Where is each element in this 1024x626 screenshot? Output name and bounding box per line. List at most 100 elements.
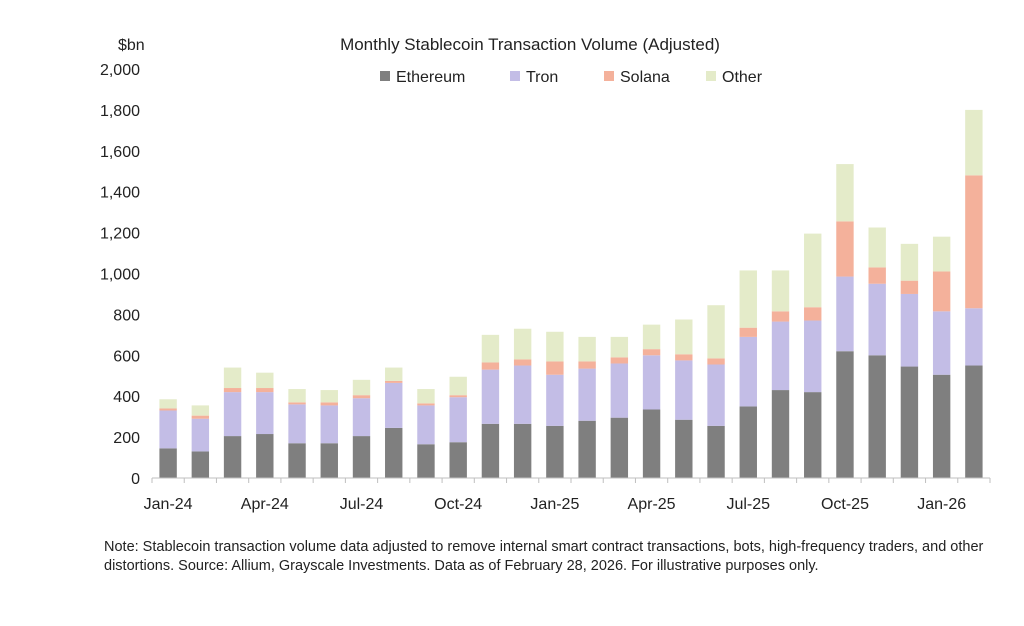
bar-segment-solana-jan-26 [932,271,951,312]
bar-segment-ethereum-nov-25 [868,355,886,478]
bar-segment-tron-jan-26 [932,311,951,375]
bar-segment-solana-may-25 [675,354,693,361]
bar-segment-solana-may-24 [288,402,306,405]
bar-segment-solana-aug-24 [385,380,403,383]
bar-segment-solana-nov-24 [481,362,500,370]
x-tick-label: Jul-24 [340,496,384,513]
bar-segment-tron-jan-24 [159,410,177,449]
bar-segment-ethereum-oct-24 [449,442,467,478]
bar-segment-solana-feb-25 [578,361,596,369]
legend-swatch-tron [510,71,520,81]
bars [159,109,983,478]
bar-segment-solana-jun-24 [320,402,338,406]
y-tick-label: 1,600 [100,144,140,161]
bar-segment-other-nov-25 [868,227,886,268]
bar-segment-ethereum-jun-24 [320,443,338,478]
y-tick-label: 2,000 [100,62,140,79]
bar-segment-other-aug-25 [771,270,790,312]
bar-segment-tron-jan-25 [546,374,564,426]
y-tick-label: 200 [113,430,140,447]
bar-segment-solana-feb-24 [191,415,210,419]
y-axis-unit-label: $bn [118,37,145,54]
bar-segment-other-mar-24 [223,367,242,389]
bar-segment-other-apr-24 [256,372,274,389]
bar-segment-other-nov-24 [481,334,500,363]
bar-segment-tron-oct-25 [836,276,854,352]
bar-segment-tron-aug-25 [771,321,790,391]
bar-segment-tron-jun-25 [707,364,725,426]
bar-segment-ethereum-aug-24 [385,427,403,478]
bar-segment-solana-aug-25 [771,311,790,322]
bar-segment-solana-jul-24 [352,395,371,399]
bar-segment-tron-may-24 [288,404,306,444]
bar-segment-other-feb-25 [578,336,596,362]
bar-segment-other-jul-24 [352,379,371,396]
bar-segment-other-jul-25 [739,270,757,328]
bar-segment-ethereum-apr-25 [642,409,661,478]
bar-segment-other-jan-25 [546,331,564,362]
bar-segment-solana-jul-25 [739,327,757,337]
bar-segment-other-oct-24 [449,376,467,396]
bar-segment-ethereum-mar-25 [610,417,629,478]
bar-segment-tron-aug-24 [385,382,403,428]
x-axis: Jan-24 Apr-24 Jul-24 Oct-24 Jan-25 Apr-25 Jul-… [144,478,991,513]
bar-segment-tron-feb-26 [965,308,983,366]
bar-segment-solana-dec-24 [513,359,532,366]
bar-segment-ethereum-jul-24 [352,436,371,478]
bar-segment-other-jun-24 [320,390,338,403]
bar-segment-tron-feb-24 [191,418,210,452]
bar-segment-ethereum-nov-24 [481,423,500,478]
bar-segment-ethereum-jan-24 [159,448,177,478]
bar-segment-solana-mar-24 [223,388,242,393]
legend-label-solana: Solana [620,69,670,86]
x-tick-label: Oct-25 [821,496,869,513]
bar-segment-tron-feb-25 [578,368,596,421]
bar-segment-other-aug-24 [385,367,403,381]
y-tick-label: 1,000 [100,267,140,284]
bar-segment-ethereum-sep-24 [417,444,435,478]
bar-segment-solana-jun-25 [707,358,725,365]
x-tick-label: Apr-24 [241,496,289,513]
bar-segment-solana-mar-25 [610,357,629,364]
bar-segment-tron-dec-24 [513,365,532,424]
y-tick-label: 600 [113,348,140,365]
bar-segment-other-sep-25 [804,233,822,308]
legend-label-ethereum: Ethereum [396,69,465,86]
bar-segment-ethereum-may-25 [675,419,693,478]
bar-segment-ethereum-feb-25 [578,420,596,478]
bar-segment-other-jan-24 [159,399,177,409]
bar-segment-solana-dec-25 [900,280,919,294]
bar-segment-ethereum-apr-24 [256,434,274,478]
bar-segment-solana-feb-26 [965,175,983,309]
bar-segment-tron-may-25 [675,360,693,420]
bar-segment-other-dec-24 [513,328,532,360]
bar-segment-ethereum-jul-25 [739,406,757,478]
bar-segment-tron-mar-24 [223,392,242,437]
x-tick-label: Jul-25 [726,496,770,513]
bar-segment-ethereum-jun-25 [707,425,725,478]
bar-segment-tron-nov-25 [868,283,886,356]
bar-segment-solana-jan-24 [159,408,177,411]
y-tick-label: 1,800 [100,103,140,120]
bar-segment-other-mar-25 [610,336,629,358]
bar-segment-tron-nov-24 [481,369,500,424]
bar-segment-solana-oct-25 [836,221,854,277]
legend-label-tron: Tron [526,69,558,86]
bar-segment-solana-oct-24 [449,395,467,398]
bar-segment-solana-nov-25 [868,267,886,284]
y-tick-label: 1,200 [100,226,140,243]
x-tick-label: Jan-26 [917,496,966,513]
bar-segment-ethereum-sep-25 [804,392,822,478]
bar-segment-tron-jul-25 [739,336,757,407]
y-tick-label: 400 [113,389,140,406]
x-tick-label: Apr-25 [628,496,676,513]
bar-segment-solana-sep-24 [417,403,435,406]
legend-label-other: Other [722,69,763,86]
bar-segment-tron-mar-25 [610,363,629,418]
bar-segment-solana-apr-24 [256,388,274,393]
bar-segment-ethereum-jan-25 [546,425,564,478]
bar-segment-tron-apr-24 [256,392,274,435]
bar-segment-tron-apr-25 [642,355,661,410]
bar-segment-ethereum-jan-26 [932,374,951,478]
y-tick-label: 1,400 [100,185,140,202]
